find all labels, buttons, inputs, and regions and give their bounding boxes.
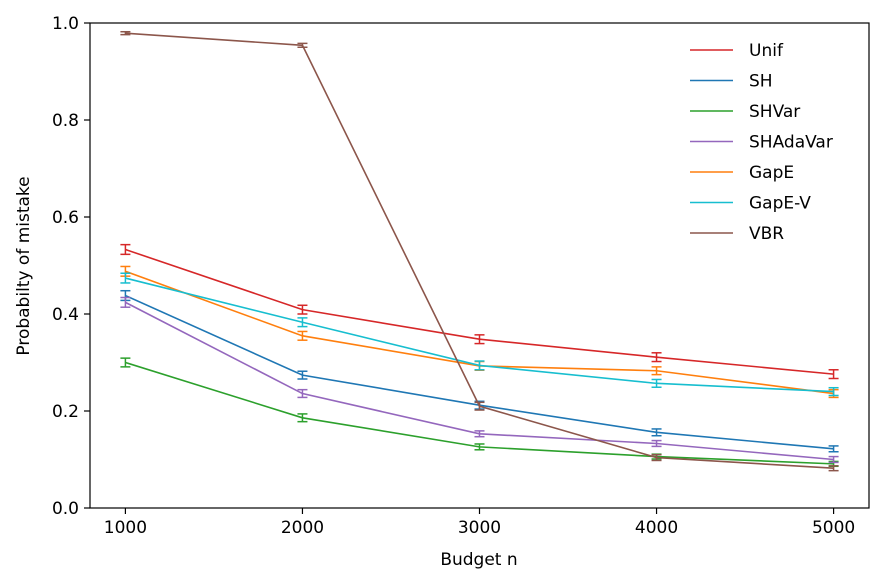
error-bar xyxy=(651,378,662,388)
error-bar xyxy=(474,430,485,438)
error-bar xyxy=(120,30,131,36)
error-bar xyxy=(120,296,131,308)
error-bar xyxy=(474,334,485,345)
error-bar xyxy=(297,370,308,380)
y-tick-label: 0.8 xyxy=(52,111,79,131)
legend-label: SHVar xyxy=(749,102,800,122)
error-bar xyxy=(474,443,485,451)
x-tick-label: 2000 xyxy=(281,518,324,538)
legend-item-shadavar: SHAdaVar xyxy=(690,133,833,153)
legend-item-sh: SH xyxy=(690,72,773,92)
error-bar xyxy=(651,453,662,462)
y-axis-label: Probabilty of mistake xyxy=(14,176,34,355)
series-shadavar xyxy=(120,296,839,464)
series-gape-v xyxy=(120,272,839,397)
error-bar xyxy=(828,445,839,453)
error-bar xyxy=(297,304,308,315)
error-bar xyxy=(120,357,131,368)
x-tick-label: 5000 xyxy=(812,518,855,538)
error-bar xyxy=(120,243,131,256)
error-bar xyxy=(828,465,839,472)
series-layer xyxy=(120,30,839,472)
legend-item-vbr: VBR xyxy=(690,224,784,244)
x-tick-label: 4000 xyxy=(635,518,678,538)
legend-item-unif: Unif xyxy=(690,41,784,61)
error-bar xyxy=(297,317,308,328)
error-bar xyxy=(474,401,485,411)
legend-label: Unif xyxy=(749,41,784,61)
y-tick-label: 0.4 xyxy=(52,305,79,325)
legend: Unif SH SHVar SHAdaVar GapE GapE-V VBR xyxy=(690,41,833,244)
series-line xyxy=(125,294,834,450)
legend-item-gape: GapE xyxy=(690,163,794,183)
x-axis: 1000 2000 3000 4000 5000 xyxy=(104,508,855,538)
y-axis: 0.0 0.2 0.4 0.6 0.8 1.0 xyxy=(52,14,90,519)
error-bar xyxy=(828,386,839,397)
y-tick-label: 0.0 xyxy=(52,499,79,519)
y-tick-label: 1.0 xyxy=(52,14,79,34)
legend-label: GapE xyxy=(749,163,794,183)
series-line xyxy=(125,248,834,375)
series-gape xyxy=(120,265,839,399)
series-unif xyxy=(120,243,839,380)
error-bar xyxy=(651,366,662,376)
series-sh xyxy=(120,289,839,453)
error-bar xyxy=(297,413,308,423)
legend-label: SH xyxy=(749,72,773,92)
x-axis-label: Budget n xyxy=(440,550,517,570)
legend-item-shvar: SHVar xyxy=(690,102,800,122)
legend-label: VBR xyxy=(749,224,784,244)
error-bar xyxy=(297,330,308,341)
error-bar xyxy=(651,428,662,437)
error-bar xyxy=(297,388,308,399)
error-bar xyxy=(474,360,485,371)
x-tick-label: 3000 xyxy=(458,518,501,538)
error-bar xyxy=(120,272,131,284)
y-tick-label: 0.6 xyxy=(52,208,79,228)
error-bar xyxy=(828,455,839,464)
x-tick-label: 1000 xyxy=(104,518,147,538)
error-bar xyxy=(651,439,662,448)
y-tick-label: 0.2 xyxy=(52,402,79,422)
legend-label: GapE-V xyxy=(749,194,811,214)
series-vbr xyxy=(120,30,839,472)
series-line xyxy=(125,270,834,395)
error-bar xyxy=(828,369,839,380)
legend-label: SHAdaVar xyxy=(749,133,833,153)
error-bar xyxy=(297,42,308,48)
legend-item-gape-v: GapE-V xyxy=(690,194,811,214)
error-bar xyxy=(651,352,662,363)
